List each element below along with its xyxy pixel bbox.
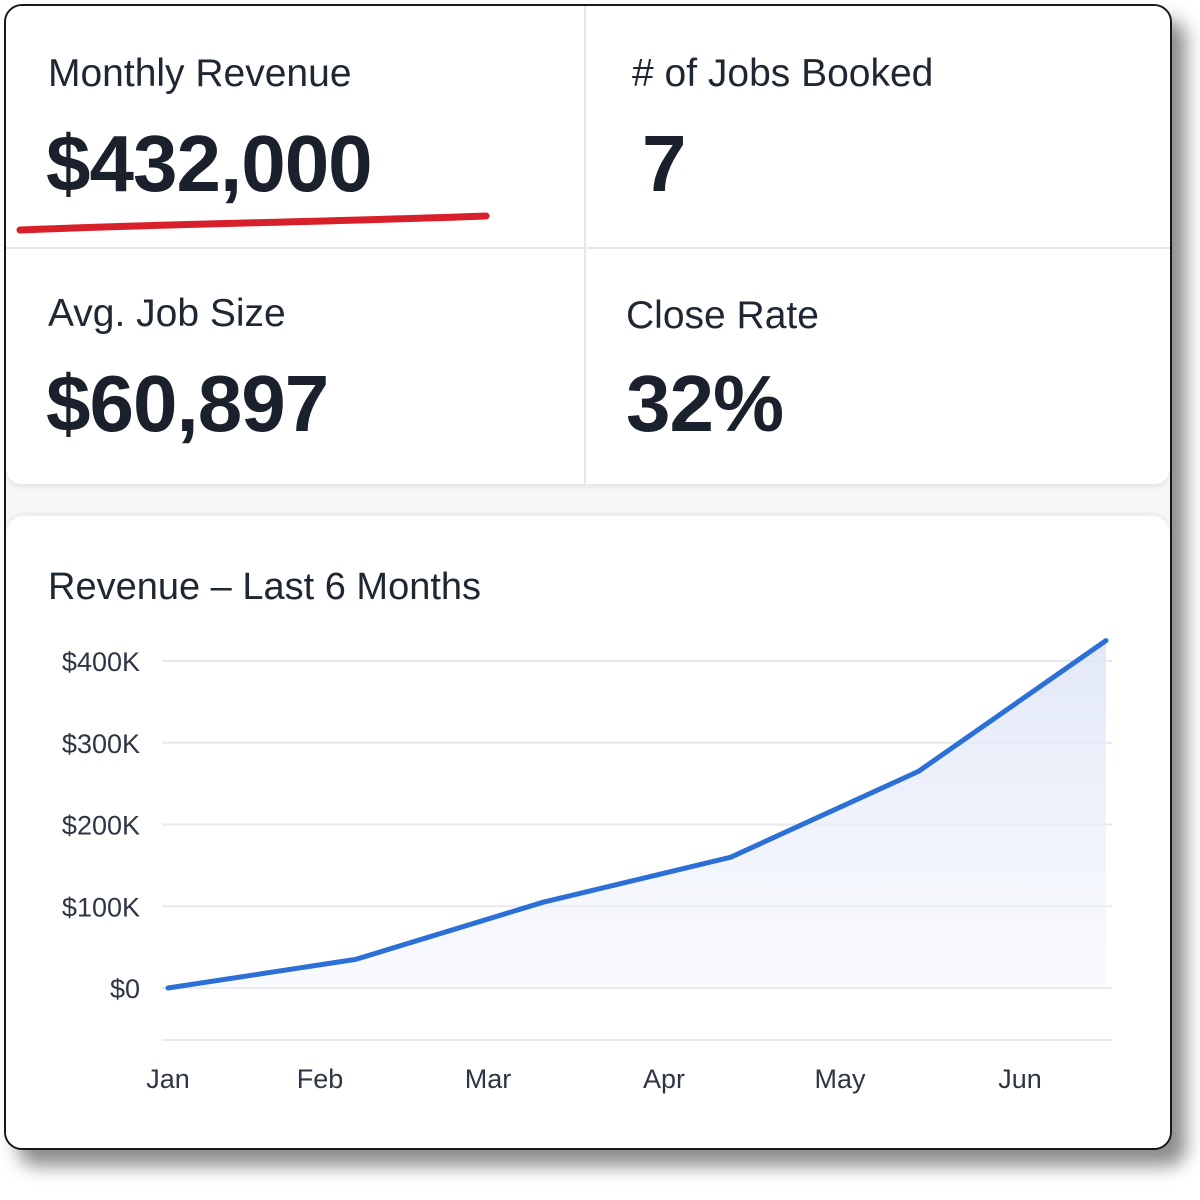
kpi-grid: Monthly Revenue $432,000 # of Jobs Booke… bbox=[6, 6, 1170, 484]
revenue-chart: $0 $100K $200K $300K $400K Jan Feb Mar Apr May Jun bbox=[62, 638, 1112, 1094]
monthly-revenue-label: Monthly Revenue bbox=[48, 52, 352, 95]
close-rate-value: 32% bbox=[626, 359, 784, 448]
x-tick-label: May bbox=[814, 1064, 866, 1094]
jobs-booked-label: # of Jobs Booked bbox=[632, 52, 934, 95]
highlight-underline bbox=[16, 212, 490, 234]
y-tick-label: $100K bbox=[62, 892, 140, 922]
close-rate-label: Close Rate bbox=[626, 294, 819, 337]
x-tick-label: Jun bbox=[998, 1064, 1042, 1094]
y-tick-label: $200K bbox=[62, 811, 140, 841]
kpi-divider-horizontal bbox=[6, 247, 1170, 249]
y-tick-label: $400K bbox=[62, 647, 140, 677]
avg-job-size-label: Avg. Job Size bbox=[48, 292, 286, 335]
chart-title: Revenue – Last 6 Months bbox=[48, 566, 482, 608]
revenue-area-fill bbox=[168, 640, 1106, 988]
x-tick-label: Mar bbox=[465, 1064, 512, 1094]
dashboard-frame: Monthly Revenue $432,000 # of Jobs Booke… bbox=[4, 4, 1172, 1150]
x-tick-label: Jan bbox=[146, 1064, 190, 1094]
y-tick-label: $300K bbox=[62, 729, 140, 759]
revenue-series-line bbox=[165, 638, 1109, 991]
y-tick-label: $0 bbox=[110, 974, 140, 1004]
kpi-divider-vertical bbox=[584, 6, 586, 484]
monthly-revenue-value: $432,000 bbox=[46, 119, 373, 208]
jobs-booked-value: 7 bbox=[642, 119, 686, 208]
revenue-chart-card: Revenue – Last 6 Months $0 $100K $200K $300… bbox=[6, 516, 1170, 1148]
x-tick-label: Apr bbox=[643, 1064, 685, 1094]
avg-job-size-value: $60,897 bbox=[46, 359, 329, 448]
x-tick-label: Feb bbox=[297, 1064, 344, 1094]
